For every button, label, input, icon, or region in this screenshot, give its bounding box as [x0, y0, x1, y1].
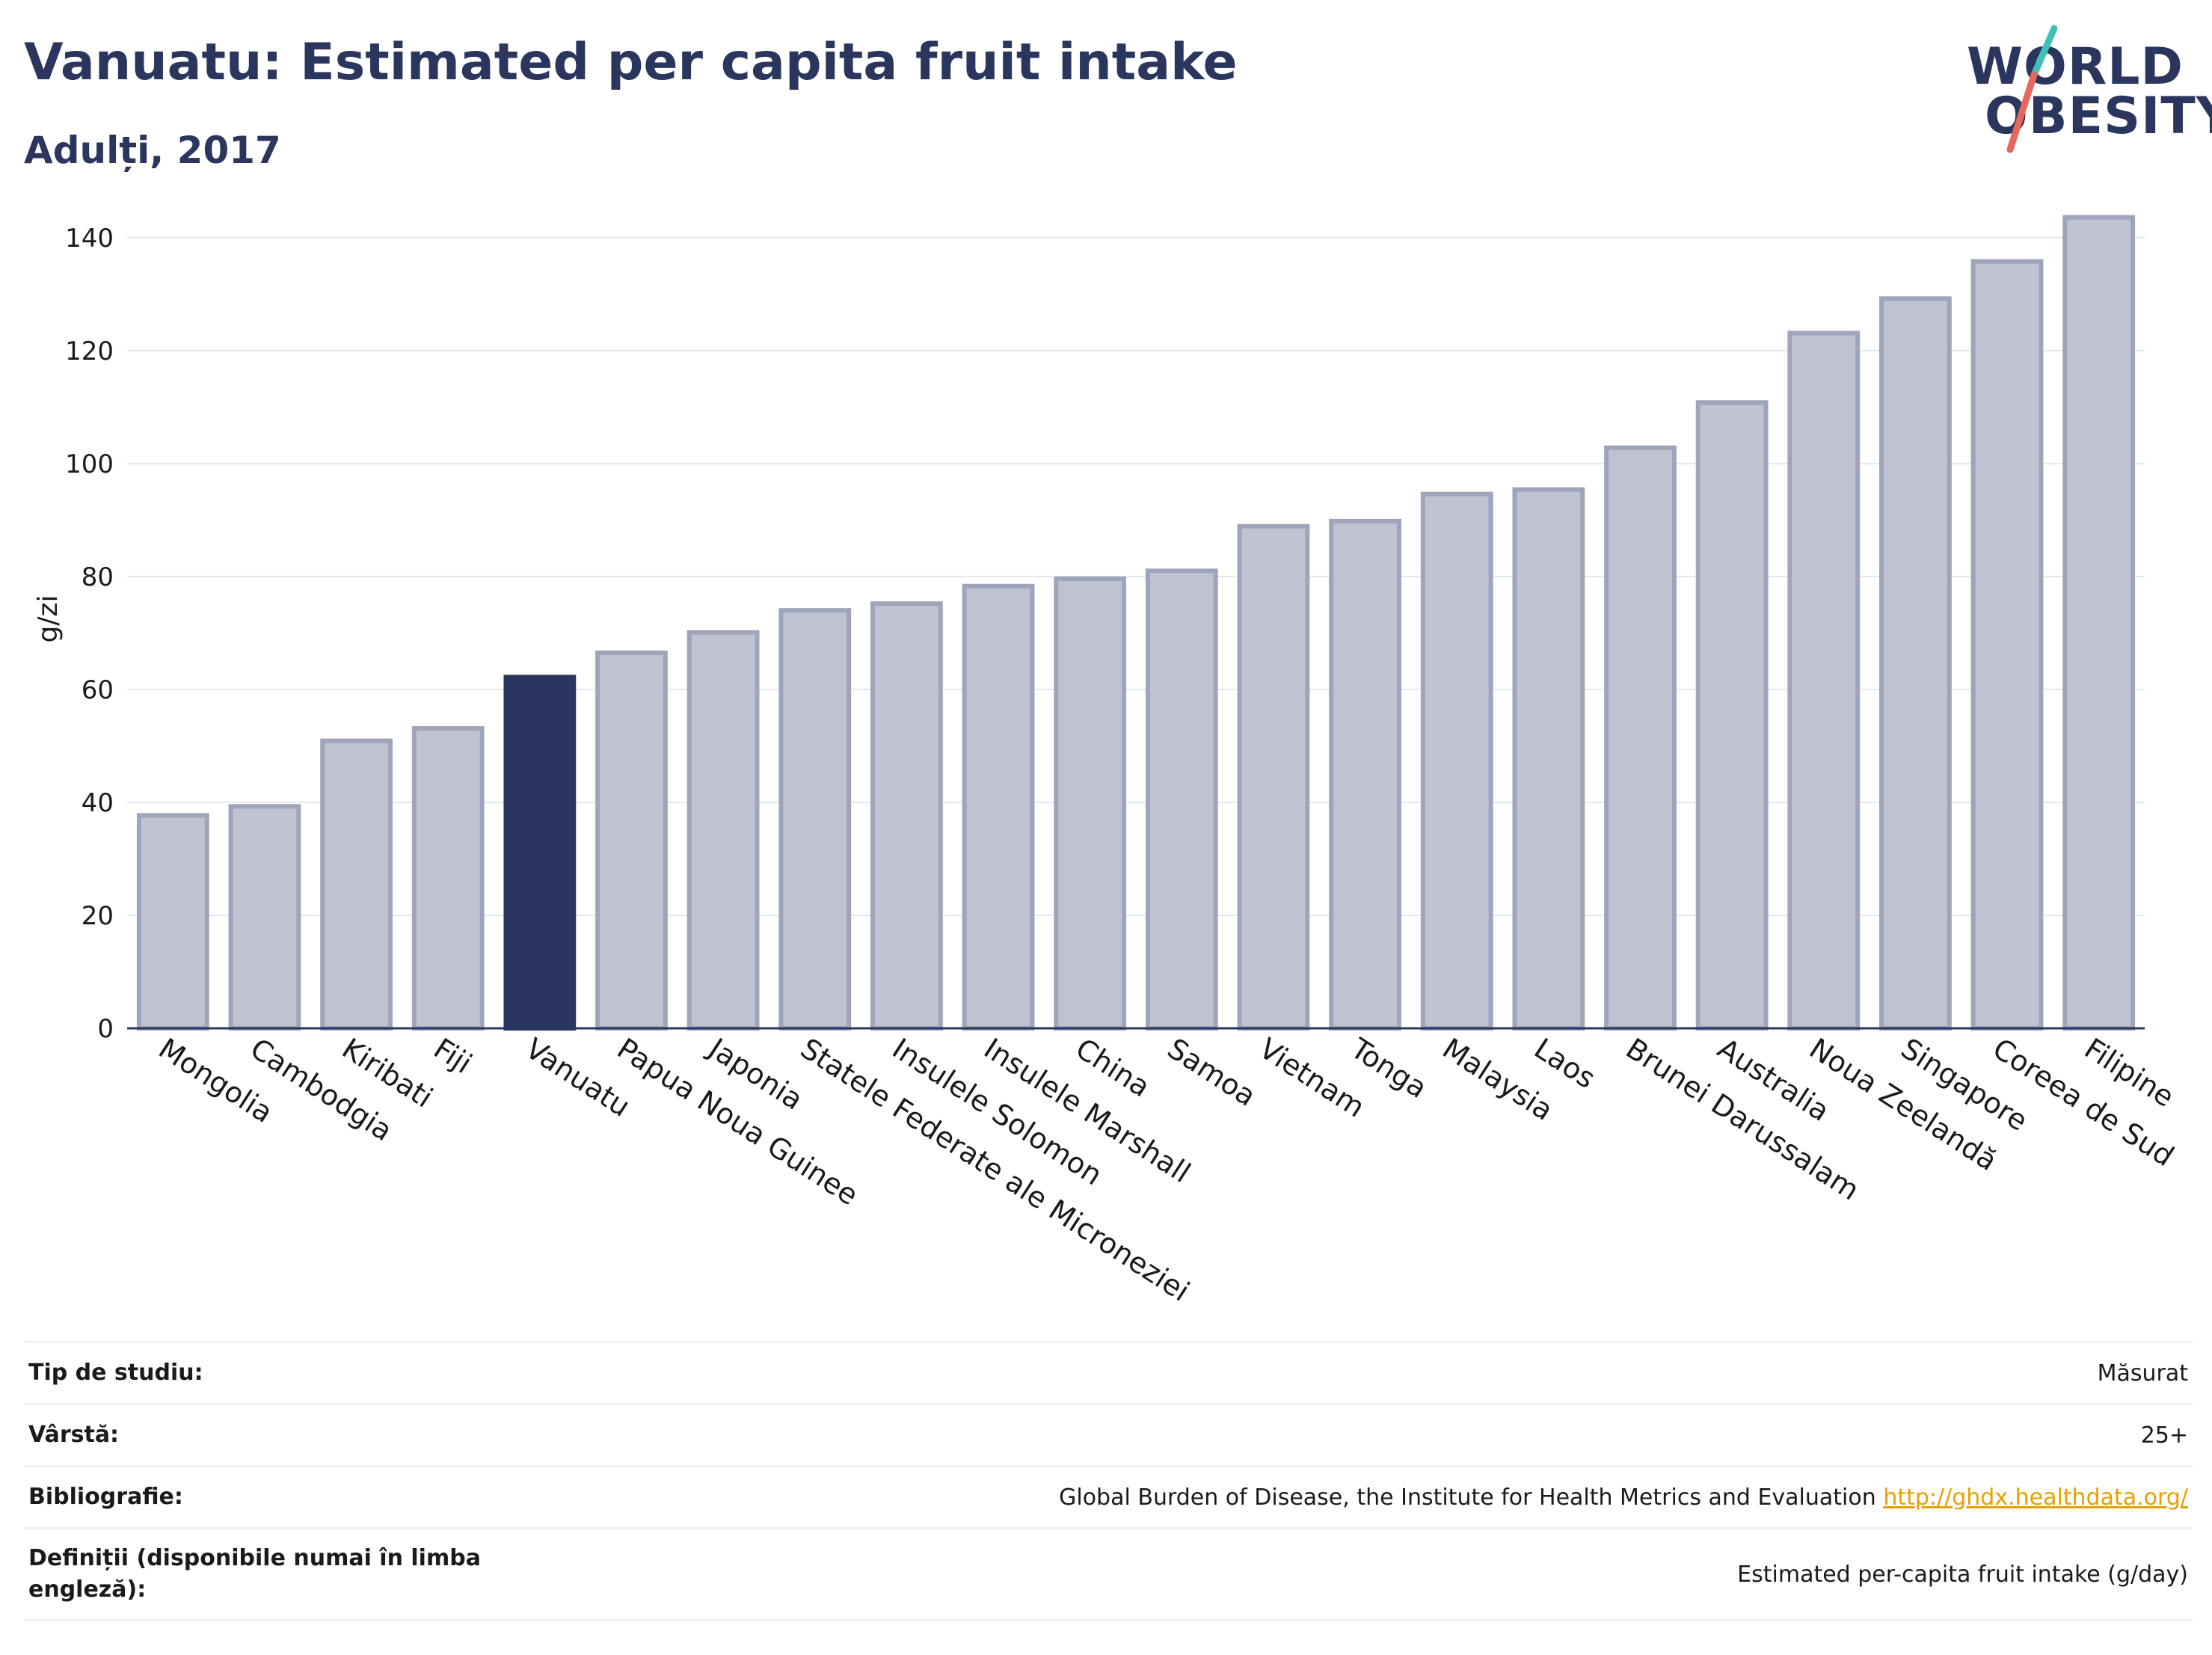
y-tick-label: 20: [82, 901, 114, 931]
x-tick-label: Laos: [1529, 1032, 1601, 1096]
bar: [320, 738, 393, 1031]
x-tick-label: Vanuatu: [520, 1032, 636, 1123]
y-tick-label: 100: [65, 449, 114, 479]
y-tick-label: 120: [65, 337, 114, 366]
bar: [962, 583, 1035, 1031]
metadata-table: Tip de studiu: Măsurat Vârstă: 25+ Bibli…: [24, 1341, 2193, 1621]
meta-value: Estimated per-capita fruit intake (g/day…: [511, 1527, 2193, 1621]
bar: [1237, 523, 1310, 1031]
y-axis-label: g/zi: [33, 595, 64, 643]
bar: [778, 608, 852, 1031]
meta-row-age: Vârstă: 25+: [24, 1403, 2193, 1467]
meta-label: Vârstă:: [24, 1403, 511, 1467]
meta-value: 25+: [511, 1403, 2193, 1467]
meta-label: Bibliografie:: [24, 1465, 511, 1529]
meta-row-study-type: Tip de studiu: Măsurat: [24, 1341, 2193, 1404]
chart-subtitle: Adulți, 2017: [24, 129, 281, 172]
y-tick-label: 140: [65, 224, 114, 254]
logo-text-line1: WORLD: [1967, 37, 2184, 96]
bar-chart: 020406080100120140g/ziMongoliaCambodgiaK…: [33, 215, 2180, 1308]
bar: [1970, 259, 2044, 1031]
y-tick-label: 60: [82, 675, 114, 705]
x-tick-label: Fiji: [428, 1032, 478, 1081]
chart-title: Vanuatu: Estimated per capita fruit inta…: [24, 33, 1238, 92]
bar: [1512, 487, 1585, 1031]
bar: [1604, 445, 1677, 1031]
bar: [870, 601, 943, 1031]
y-tick-label: 80: [82, 562, 114, 592]
bar: [1787, 331, 1861, 1031]
bar: [595, 650, 668, 1031]
world-obesity-logo: WORLD OBESITY: [1952, 22, 2212, 157]
meta-label: Definiții (disponibile numai în limba en…: [24, 1527, 511, 1621]
bar: [136, 813, 209, 1031]
bar: [1879, 296, 1952, 1031]
bar: [1695, 400, 1769, 1031]
x-tick-label: Samoa: [1161, 1032, 1262, 1113]
bar: [1054, 576, 1127, 1031]
bar: [1420, 491, 1493, 1031]
meta-row-definitions: Definiții (disponibile numai în limba en…: [24, 1527, 2193, 1621]
bar: [228, 804, 301, 1031]
bibliography-link[interactable]: http://ghdx.healthdata.org/: [1883, 1484, 2188, 1511]
bar: [1145, 568, 1218, 1031]
meta-row-bibliography: Bibliografie: Global Burden of Disease, …: [24, 1465, 2193, 1529]
logo-slash-icon: [2006, 25, 2058, 153]
x-tick-label: Vietnam: [1253, 1032, 1371, 1124]
bar: [1329, 518, 1401, 1031]
bibliography-text: Global Burden of Disease, the Institute …: [1059, 1484, 1876, 1511]
meta-value: Global Burden of Disease, the Institute …: [511, 1465, 2193, 1529]
bar: [686, 630, 760, 1031]
meta-value: Măsurat: [511, 1341, 2193, 1404]
meta-label: Tip de studiu:: [24, 1341, 511, 1404]
y-tick-label: 40: [82, 788, 114, 818]
y-tick-label: 0: [97, 1014, 114, 1044]
bar-highlight: [503, 675, 577, 1031]
bar: [2062, 215, 2136, 1031]
bar: [411, 726, 485, 1031]
